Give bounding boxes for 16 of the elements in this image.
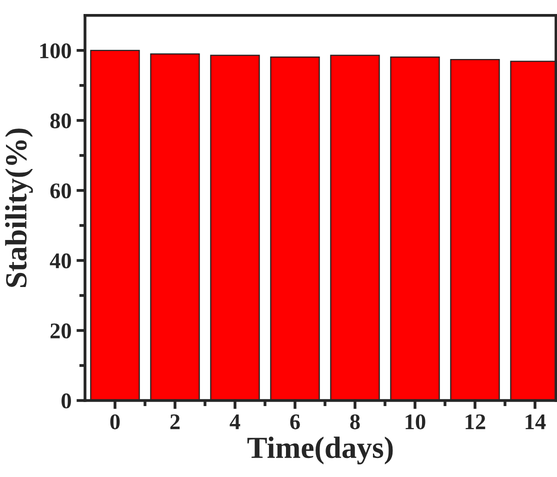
y-tick-label: 0 [62,393,71,408]
y-axis-title: Stability(%) [5,128,33,287]
y-tick-label: 100 [40,43,71,58]
x-tick-label: 12 [466,414,486,430]
x-axis-title: Time(days) [247,436,393,464]
y-tick-label: 80 [50,113,71,128]
x-tick-label: 6 [290,414,300,430]
y-tick-label: 40 [50,253,71,268]
x-tick-label: 2 [170,414,180,430]
y-tick-label: 20 [50,323,71,338]
x-tick-label: 8 [350,414,360,430]
x-tick-label: 14 [526,414,546,430]
x-tick-label: 4 [230,414,240,430]
x-tick-label: 10 [406,414,426,430]
y-tick-label: 60 [50,183,71,198]
x-tick-label: 0 [110,414,120,430]
